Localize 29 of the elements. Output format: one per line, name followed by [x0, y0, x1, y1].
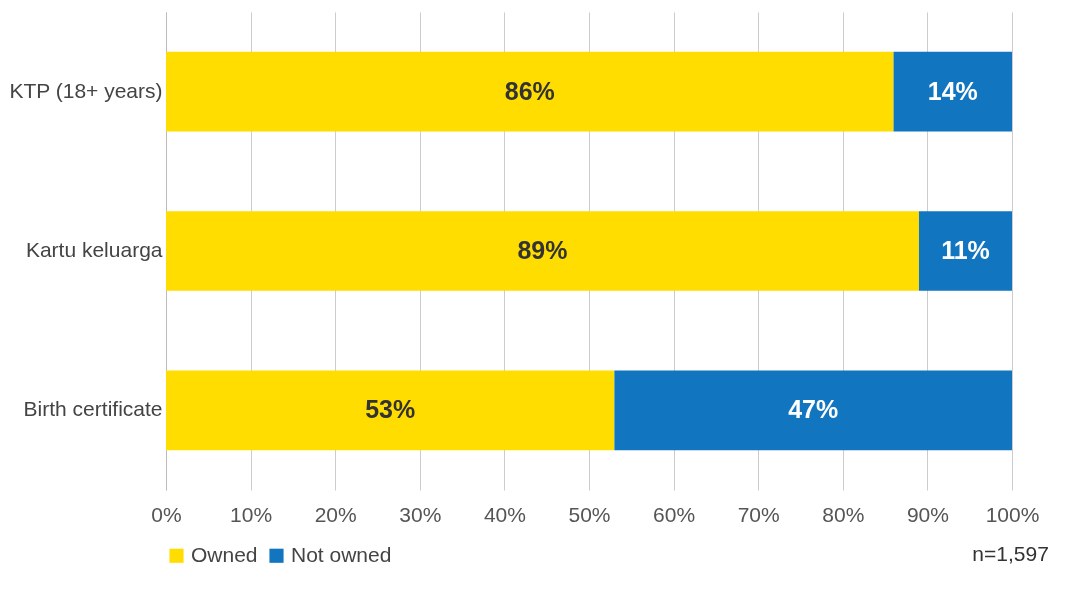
x-tick-label: 10%	[230, 502, 273, 526]
bar	[918, 211, 1012, 291]
x-tick-label: 20%	[314, 502, 357, 526]
bar	[893, 51, 1012, 132]
x-tick-label: 100%	[985, 502, 1040, 526]
text: n=1,597	[972, 542, 1049, 565]
bar	[614, 370, 1012, 451]
x-tick-label: 0%	[151, 502, 182, 526]
data-label: 89%	[517, 236, 568, 264]
data-label: 53%	[365, 395, 416, 424]
legend-label: Not owned	[291, 542, 392, 566]
x-tick-label: 30%	[399, 502, 442, 526]
y-tick-label: Birth certificate	[23, 397, 163, 421]
x-tick-label: 40%	[483, 502, 526, 526]
bar	[166, 211, 919, 291]
bar	[166, 51, 894, 132]
x-tick-label: 60%	[653, 502, 696, 526]
y-tick-label: KTP (18+ years)	[9, 78, 163, 102]
data-label: 86%	[504, 76, 555, 105]
bar	[166, 370, 615, 451]
data-label: 47%	[788, 395, 839, 424]
x-tick-label: 90%	[906, 502, 949, 526]
x-tick-label: 70%	[737, 502, 780, 526]
data-label: 14%	[927, 76, 978, 105]
y-tick-label: Kartu keluarga	[25, 238, 163, 261]
x-tick-label: 80%	[822, 502, 865, 526]
legend-label: Owned	[191, 542, 258, 566]
x-tick-label: 50%	[568, 502, 611, 526]
data-label: 11%	[941, 236, 990, 264]
